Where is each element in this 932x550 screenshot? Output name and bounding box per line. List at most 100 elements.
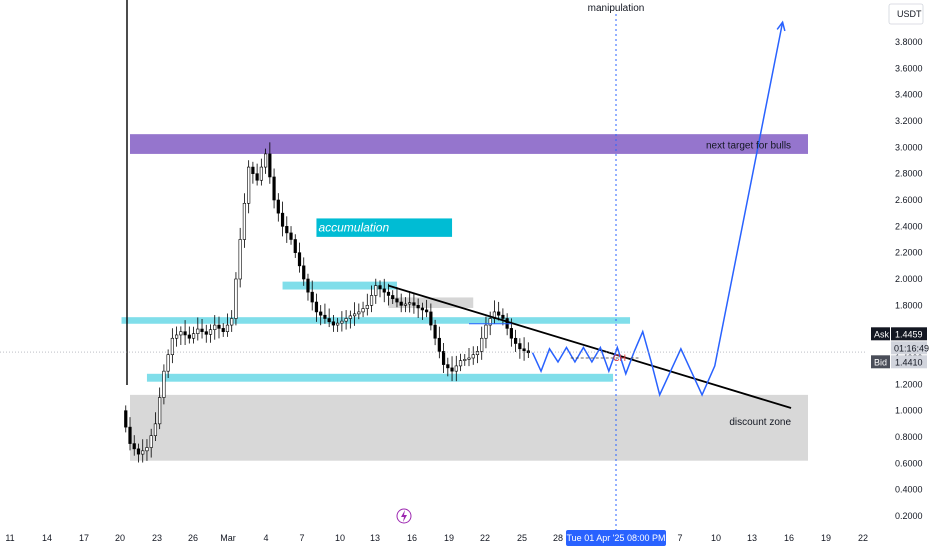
candle-body <box>247 166 251 204</box>
ask-label: Ask <box>874 329 890 339</box>
bid-tag-bg <box>871 355 890 369</box>
x-tick-label: 7 <box>677 533 682 543</box>
x-tick-label: 13 <box>747 533 757 543</box>
candle-body <box>475 351 480 356</box>
y-tick-label: 0.4000 <box>895 485 923 495</box>
ask-price-bg <box>891 327 927 341</box>
x-tick-label: 19 <box>444 533 454 543</box>
ch-label: CH <box>613 353 626 363</box>
candle-body <box>153 423 158 436</box>
countdown-bg <box>891 341 927 355</box>
candle-body <box>429 311 433 326</box>
candle-body <box>166 354 170 372</box>
candle-body <box>327 318 331 323</box>
candle-body <box>488 318 492 326</box>
y-tick-label: 0.8000 <box>895 432 923 442</box>
candle-body <box>399 301 403 306</box>
x-tick-label: 16 <box>784 533 794 543</box>
x-tick-label: 13 <box>370 533 380 543</box>
x-tick-label: 16 <box>407 533 417 543</box>
ask-price: 1.4459 <box>895 329 923 339</box>
candle-body <box>136 448 141 455</box>
candle-body <box>378 285 382 290</box>
candle-body <box>310 291 314 303</box>
candle-body <box>446 364 450 369</box>
y-tick-label: 0.2000 <box>895 511 923 521</box>
lightning-event-icon[interactable] <box>396 508 412 524</box>
x-tick-label: 17 <box>79 533 89 543</box>
countdown-label: 01:16:49 <box>894 343 929 353</box>
candle-body <box>480 337 484 352</box>
candle-body <box>293 239 297 253</box>
candle-body <box>416 305 420 309</box>
currency-box[interactable] <box>888 3 924 25</box>
candle-body <box>255 173 259 181</box>
x-tick-label: 10 <box>335 533 345 543</box>
candle-body <box>170 337 174 356</box>
candle-body <box>441 351 446 365</box>
bid-price: 1.4410 <box>895 357 923 367</box>
discount-zone-box <box>130 394 808 461</box>
discount-zone-label: discount zone <box>729 417 791 428</box>
candle-body <box>145 447 149 452</box>
candle-body <box>280 212 285 227</box>
candle-body <box>234 278 238 319</box>
candle-body <box>200 328 204 332</box>
candle-body <box>196 328 200 334</box>
candle-body <box>128 426 132 444</box>
x-tick-label: 10 <box>711 533 721 543</box>
cyan-zone-low <box>146 373 614 382</box>
candle-body <box>179 331 183 336</box>
x-tick-label: 22 <box>480 533 490 543</box>
y-tick-label: 3.0000 <box>895 142 923 152</box>
candle-body <box>365 305 369 309</box>
next-target-zone <box>130 134 808 154</box>
x-tick-label: 4 <box>263 533 268 543</box>
candle-body <box>467 357 471 360</box>
candle-body <box>361 308 365 313</box>
candle-body <box>263 153 268 168</box>
candle-body <box>391 295 395 300</box>
crosshair-date-label: Tue 01 Apr '25 08:00 PM <box>567 533 666 543</box>
candle-body <box>382 288 386 293</box>
candle-body <box>412 302 416 306</box>
cyan-zone-upper <box>282 281 397 290</box>
candle-body <box>408 302 412 305</box>
candle-body <box>386 291 391 296</box>
candle-body <box>221 328 225 332</box>
candle-body <box>336 322 340 326</box>
projection-path <box>531 22 784 398</box>
candle-body <box>259 166 263 181</box>
candle-body <box>230 318 234 326</box>
candle-body <box>251 166 255 174</box>
cyan-zone-mid <box>121 317 631 324</box>
candle-body <box>352 313 357 317</box>
candle-body <box>272 176 276 201</box>
candle-body <box>175 334 179 339</box>
arrow-head <box>776 20 786 32</box>
candle-body <box>501 314 505 319</box>
ask-tag-bg <box>871 327 890 341</box>
candle-body <box>183 331 187 336</box>
candle-body <box>323 314 327 319</box>
candle-body <box>149 435 153 448</box>
x-tick-label: 11 <box>5 533 14 543</box>
candle-body <box>403 303 408 306</box>
candle-body <box>242 202 247 240</box>
candle-body <box>344 318 348 322</box>
crosshair-date-bg <box>566 530 666 546</box>
candle-body <box>454 365 458 372</box>
x-tick-label: 14 <box>42 533 52 543</box>
candle-body <box>463 359 467 361</box>
candle-body <box>458 360 463 367</box>
candle-body <box>187 334 191 339</box>
candle-body <box>420 307 424 311</box>
candle-body <box>302 265 306 280</box>
bid-label: Bid <box>874 357 887 367</box>
candle-body <box>217 324 221 329</box>
descending-trendline <box>388 284 792 409</box>
candle-body <box>124 410 128 428</box>
candle-body <box>132 443 136 450</box>
